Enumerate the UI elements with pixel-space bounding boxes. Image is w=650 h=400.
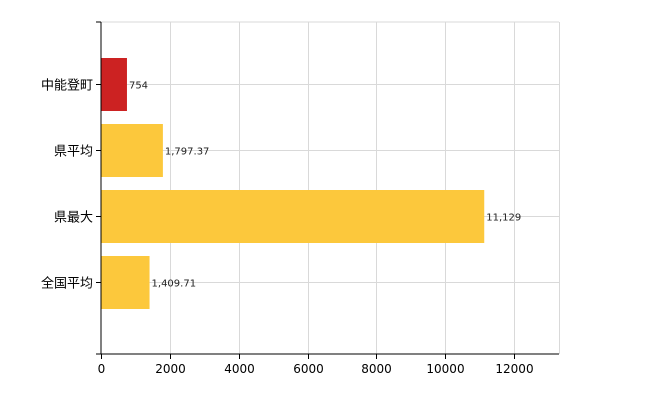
y-tick-label: 県最大 (54, 211, 93, 226)
bar-value-label: 754 (129, 81, 148, 92)
y-tick-label: 全国平均 (41, 276, 93, 292)
bar-value-label: 11,129 (486, 213, 521, 224)
data-labels: 754 1,797.37 11,129 1,409.71 (129, 81, 521, 290)
x-tick-label: 6000 (293, 362, 324, 376)
x-tick-label: 12000 (495, 362, 533, 376)
x-tick-label: 2000 (155, 362, 186, 376)
gridlines (101, 21, 560, 354)
bar (101, 190, 485, 243)
x-tick-label: 10000 (426, 362, 464, 376)
axes (100, 22, 559, 355)
bar (101, 124, 163, 177)
bar (101, 58, 127, 111)
bars (101, 58, 485, 309)
x-tick-label: 8000 (361, 362, 392, 376)
x-tick-label: 0 (98, 362, 106, 376)
bar (101, 256, 150, 309)
bar-value-label: 1,797.37 (165, 147, 210, 158)
y-tick-label: 中能登町 (41, 79, 93, 94)
y-tick-label: 県平均 (54, 145, 93, 160)
x-tick-label: 4000 (224, 362, 255, 376)
bar-value-label: 1,409.71 (152, 279, 197, 290)
x-axis-ticks: 0 2000 4000 6000 8000 10000 12000 (98, 354, 534, 376)
